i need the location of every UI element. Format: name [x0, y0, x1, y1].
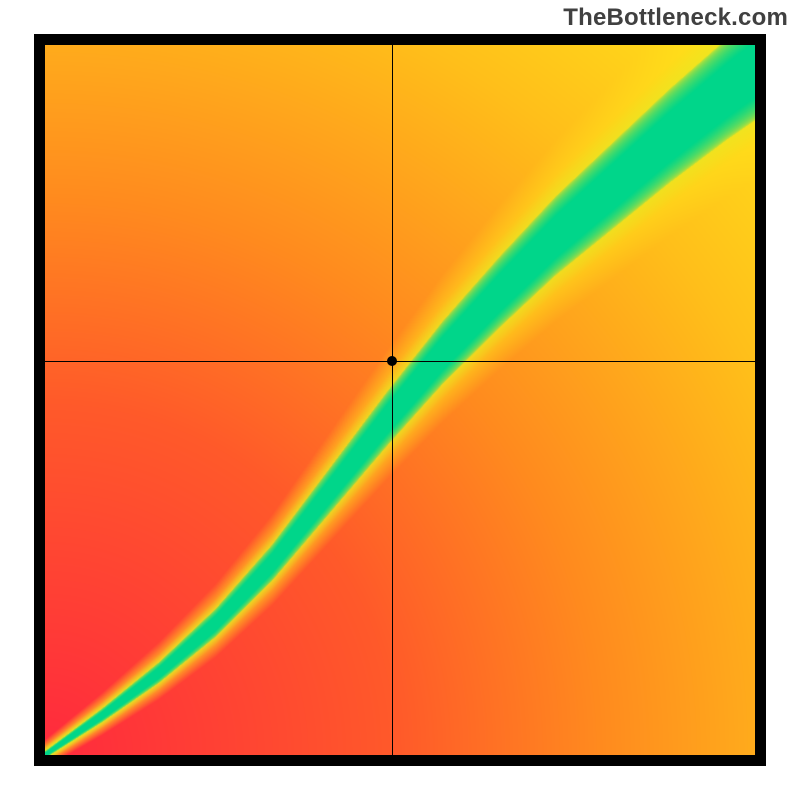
crosshair-horizontal [45, 361, 755, 362]
chart-frame [34, 34, 766, 766]
heatmap-canvas [45, 45, 755, 755]
chart-container: TheBottleneck.com [0, 0, 800, 800]
crosshair-dot [387, 356, 397, 366]
watermark-text: TheBottleneck.com [563, 4, 788, 32]
crosshair-vertical [392, 45, 393, 755]
